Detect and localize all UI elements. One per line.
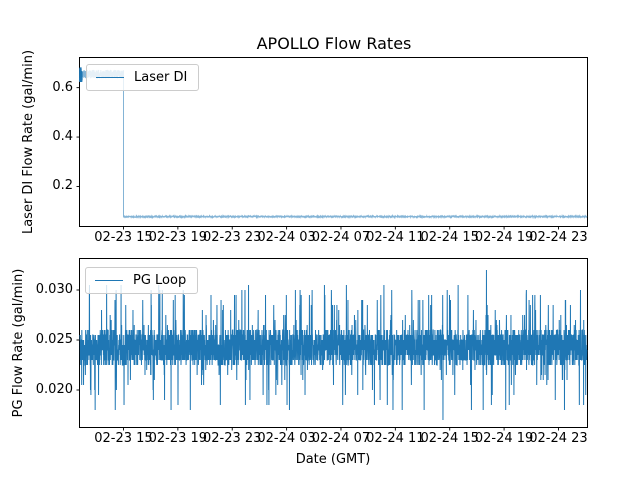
x-tick-label: 02-24 19 [474,230,534,245]
y-tick-label: 0.2 [52,178,73,194]
y-tick-label: 0.4 [52,129,73,145]
pg-loop-legend-line-icon [95,280,123,281]
x-tick-label: 02-24 07 [311,431,371,446]
x-tick-label: 02-24 07 [311,230,371,245]
x-tick-label: 02-24 11 [366,431,425,446]
laser-di-start-burst [79,67,83,83]
x-tick-label: 02-23 19 [148,230,208,245]
y-tick-label: 0.025 [35,332,73,347]
x-tick-label: 02-24 19 [474,431,534,446]
laser-di-legend-line-icon [96,77,124,78]
x-tick-label: 02-23 15 [94,230,153,245]
y-tick-label: 0.030 [35,282,73,297]
x-tick-label: 02-24 11 [366,230,425,245]
x-tick-label: 02-24 03 [257,230,316,245]
x-tick-label: 02-23 15 [94,431,153,446]
y-tick-label: 0.6 [52,79,73,95]
pg-loop-series-svg [76,269,588,431]
pg-y-axis-label: PG Flow Rate (gal/min) [11,268,26,418]
x-tick-label: 02-24 15 [420,431,479,446]
laser-di-series-svg [76,67,588,230]
x-tick-label: 02-23 23 [203,230,262,245]
pg-loop-legend-label: PG Loop [133,273,187,288]
x-tick-label: 02-24 03 [257,431,316,446]
x-tick-label: 02-23 19 [148,431,208,446]
chart-title: APOLLO Flow Rates [256,34,412,53]
x-axis-label: Date (GMT) [295,452,371,467]
pg-loop-plot-area: PG Loop [76,258,588,431]
laser-di-legend: Laser DI [86,64,200,91]
x-tick-label: 02-24 23 [529,230,588,245]
pg-loop-line [79,269,588,421]
laser-di-line [79,69,588,220]
x-tick-label: 02-24 23 [529,431,588,446]
y-tick-label: 0.020 [35,382,73,397]
x-tick-label: 02-24 15 [420,230,479,245]
laser-di-plot-area: Laser DI [76,57,588,230]
pg-loop-legend: PG Loop [85,267,199,294]
laser-di-legend-label: Laser DI [134,70,188,85]
x-tick-label: 02-23 23 [203,431,262,446]
